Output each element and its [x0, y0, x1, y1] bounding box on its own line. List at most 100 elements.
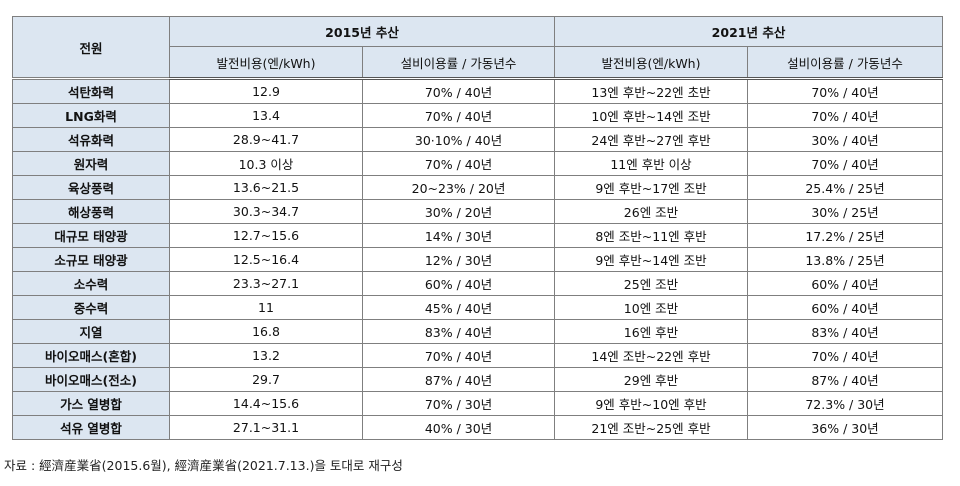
cell-cost-2015: 23.3~27.1: [169, 271, 363, 296]
cell-source: 대규모 태양광: [12, 223, 170, 248]
cell-util-2015: 70% / 40년: [362, 103, 555, 128]
cell-util-2015: 12% / 30년: [362, 247, 555, 272]
subheader-util-2021: 설비이용률 / 가동년수: [747, 46, 943, 80]
table-row: LNG화력 13.4 70% / 40년 10엔 후반~14엔 조반 70% / 40년: [12, 103, 943, 128]
header-source: 전원: [12, 16, 170, 79]
table-row: 소규모 태양광 12.5~16.4 12% / 30년 9엔 후반~14엔 조반 13.…: [12, 247, 943, 272]
table-row: 해상풍력 30.3~34.7 30% / 20년 26엔 조반 30% / 25년: [12, 199, 943, 224]
cell-cost-2015: 12.7~15.6: [169, 223, 363, 248]
table-row: 원자력 10.3 이상 70% / 40년 11엔 후반 이상 70% / 40년: [12, 151, 943, 176]
power-cost-table-container: 전원 2015년 추산 2021년 추산 발전비용(엔/kWh) 설비이용률 /…: [12, 16, 943, 440]
cell-cost-2015: 13.2: [169, 343, 363, 368]
cell-source: 바이오매스(혼합): [12, 343, 170, 368]
cell-util-2021: 60% / 40년: [747, 271, 943, 296]
cell-cost-2015: 29.7: [169, 367, 363, 392]
cell-cost-2021: 10엔 후반~14엔 조반: [554, 103, 748, 128]
cell-util-2021: 70% / 40년: [747, 343, 943, 368]
cell-cost-2015: 13.6~21.5: [169, 175, 363, 200]
cell-util-2021: 30% / 40년: [747, 127, 943, 152]
power-cost-table: 전원 2015년 추산 2021년 추산 발전비용(엔/kWh) 설비이용률 /…: [12, 16, 943, 440]
subheader-cost-2021: 발전비용(엔/kWh): [554, 46, 748, 80]
cell-util-2015: 14% / 30년: [362, 223, 555, 248]
cell-source: LNG화력: [12, 103, 170, 128]
cell-cost-2015: 10.3 이상: [169, 151, 363, 176]
cell-util-2021: 60% / 40년: [747, 295, 943, 320]
cell-cost-2015: 12.5~16.4: [169, 247, 363, 272]
cell-cost-2015: 12.9: [169, 78, 363, 104]
cell-cost-2015: 28.9~41.7: [169, 127, 363, 152]
cell-source: 원자력: [12, 151, 170, 176]
cell-util-2015: 30% / 20년: [362, 199, 555, 224]
cell-util-2021: 70% / 40년: [747, 78, 943, 104]
cell-source: 석유화력: [12, 127, 170, 152]
cell-util-2021: 87% / 40년: [747, 367, 943, 392]
cell-util-2021: 36% / 30년: [747, 415, 943, 440]
cell-cost-2021: 25엔 조반: [554, 271, 748, 296]
table-row: 바이오매스(전소) 29.7 87% / 40년 29엔 후반 87% / 40년: [12, 367, 943, 392]
cell-util-2021: 25.4% / 25년: [747, 175, 943, 200]
cell-util-2015: 45% / 40년: [362, 295, 555, 320]
cell-util-2015: 60% / 40년: [362, 271, 555, 296]
cell-util-2021: 72.3% / 30년: [747, 391, 943, 416]
cell-util-2021: 70% / 40년: [747, 151, 943, 176]
cell-util-2021: 17.2% / 25년: [747, 223, 943, 248]
cell-util-2015: 83% / 40년: [362, 319, 555, 344]
cell-cost-2021: 9엔 후반~10엔 후반: [554, 391, 748, 416]
table-row: 석유화력 28.9~41.7 30·10% / 40년 24엔 후반~27엔 후반 30…: [12, 127, 943, 152]
cell-util-2015: 87% / 40년: [362, 367, 555, 392]
cell-util-2021: 30% / 25년: [747, 199, 943, 224]
cell-cost-2021: 10엔 조반: [554, 295, 748, 320]
cell-cost-2015: 14.4~15.6: [169, 391, 363, 416]
cell-source: 해상풍력: [12, 199, 170, 224]
cell-cost-2021: 8엔 조반~11엔 후반: [554, 223, 748, 248]
cell-cost-2021: 14엔 조반~22엔 후반: [554, 343, 748, 368]
cell-util-2015: 70% / 40년: [362, 343, 555, 368]
cell-cost-2015: 16.8: [169, 319, 363, 344]
cell-util-2015: 40% / 30년: [362, 415, 555, 440]
cell-source: 석탄화력: [12, 78, 170, 104]
header-2015: 2015년 추산: [169, 16, 555, 47]
cell-util-2015: 20~23% / 20년: [362, 175, 555, 200]
cell-cost-2021: 24엔 후반~27엔 후반: [554, 127, 748, 152]
cell-cost-2015: 30.3~34.7: [169, 199, 363, 224]
table-row: 지열 16.8 83% / 40년 16엔 후반 83% / 40년: [12, 319, 943, 344]
cell-util-2021: 13.8% / 25년: [747, 247, 943, 272]
subheader-util-2015: 설비이용률 / 가동년수: [362, 46, 555, 80]
header-2021: 2021년 추산: [554, 16, 943, 47]
table-row: 육상풍력 13.6~21.5 20~23% / 20년 9엔 후반~17엔 조반 25.…: [12, 175, 943, 200]
table-body: 석탄화력 12.9 70% / 40년 13엔 후반~22엔 초반 70% / 40년 L…: [12, 78, 943, 440]
cell-cost-2021: 21엔 조반~25엔 후반: [554, 415, 748, 440]
cell-source: 지열: [12, 319, 170, 344]
table-header: 전원 2015년 추산 2021년 추산 발전비용(엔/kWh) 설비이용률 /…: [12, 16, 943, 80]
cell-source: 중수력: [12, 295, 170, 320]
table-row: 바이오매스(혼합) 13.2 70% / 40년 14엔 조반~22엔 후반 70% /…: [12, 343, 943, 368]
table-row: 가스 열병합 14.4~15.6 70% / 30년 9엔 후반~10엔 후반 72.3…: [12, 391, 943, 416]
cell-cost-2021: 11엔 후반 이상: [554, 151, 748, 176]
table-row: 대규모 태양광 12.7~15.6 14% / 30년 8엔 조반~11엔 후반 17.…: [12, 223, 943, 248]
cell-source: 육상풍력: [12, 175, 170, 200]
table-row: 석탄화력 12.9 70% / 40년 13엔 후반~22엔 초반 70% / 40년: [12, 78, 943, 104]
cell-cost-2015: 11: [169, 295, 363, 320]
cell-cost-2021: 13엔 후반~22엔 초반: [554, 78, 748, 104]
cell-cost-2021: 9엔 후반~17엔 조반: [554, 175, 748, 200]
cell-util-2015: 70% / 40년: [362, 78, 555, 104]
subheader-cost-2015: 발전비용(엔/kWh): [169, 46, 363, 80]
cell-cost-2021: 29엔 후반: [554, 367, 748, 392]
cell-cost-2015: 13.4: [169, 103, 363, 128]
cell-source: 가스 열병합: [12, 391, 170, 416]
cell-util-2021: 70% / 40년: [747, 103, 943, 128]
cell-util-2015: 30·10% / 40년: [362, 127, 555, 152]
table-row: 중수력 11 45% / 40년 10엔 조반 60% / 40년: [12, 295, 943, 320]
table-row: 소수력 23.3~27.1 60% / 40년 25엔 조반 60% / 40년: [12, 271, 943, 296]
cell-source: 소수력: [12, 271, 170, 296]
source-note: 자료 : 經濟産業省(2015.6월), 經濟産業省(2021.7.13.)을 …: [4, 458, 403, 473]
cell-cost-2015: 27.1~31.1: [169, 415, 363, 440]
cell-util-2021: 83% / 40년: [747, 319, 943, 344]
cell-util-2015: 70% / 40년: [362, 151, 555, 176]
cell-cost-2021: 16엔 후반: [554, 319, 748, 344]
cell-cost-2021: 9엔 후반~14엔 조반: [554, 247, 748, 272]
cell-source: 바이오매스(전소): [12, 367, 170, 392]
table-row: 석유 열병합 27.1~31.1 40% / 30년 21엔 조반~25엔 후반 36%…: [12, 415, 943, 440]
cell-source: 석유 열병합: [12, 415, 170, 440]
cell-source: 소규모 태양광: [12, 247, 170, 272]
